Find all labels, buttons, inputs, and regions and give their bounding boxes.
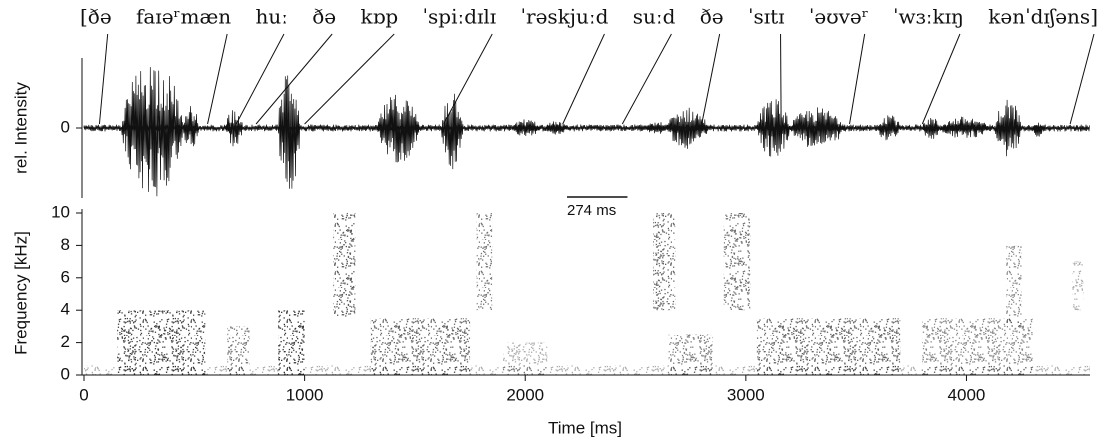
spectral-energy: [922, 318, 1033, 375]
waveform-segment: [939, 116, 989, 138]
spectral-energy: [503, 342, 548, 375]
waveform-segment: [921, 117, 941, 139]
waveform-segment: [277, 75, 301, 189]
waveform-segment: [646, 122, 667, 134]
x-tick-label: 1000: [286, 385, 324, 404]
y-tick-label: 0: [61, 117, 70, 136]
spectral-energy: [278, 310, 305, 375]
x-tick-label: 4000: [948, 385, 986, 404]
transcription-word: kɒp: [360, 5, 398, 29]
waveform-segment: [441, 93, 464, 170]
transcription-word: faɪəʳmæn: [136, 5, 231, 29]
waveform-segment: [121, 67, 184, 197]
spectral-energy: [84, 365, 1090, 375]
transcription-word: kənˈdɪʃəns]: [988, 5, 1098, 29]
spectral-energy: [1072, 261, 1084, 311]
transcription-pointer: [701, 33, 721, 125]
waveform-segment: [756, 99, 791, 157]
transcription-pointer: [98, 33, 109, 125]
x-tick-label: 3000: [727, 385, 765, 404]
x-tick-label: 2000: [506, 385, 544, 404]
transcription-pointer: [235, 33, 285, 125]
waveform-segment: [994, 99, 1022, 157]
transcription-word: ˈəʊvəʳ: [809, 5, 869, 29]
x-tick-label: 0: [79, 385, 88, 404]
waveform-segment: [182, 106, 199, 147]
waveform-segment: [666, 107, 709, 149]
spectral-energy: [333, 213, 356, 319]
transcription-word: ˈspiːdɪlɪ: [423, 5, 497, 29]
transcription-word: [ðə: [80, 5, 112, 29]
spectral-energy: [653, 213, 676, 311]
transcription-pointer: [780, 33, 782, 125]
waveform-segment: [877, 115, 901, 141]
waveform-segment: [83, 124, 1090, 132]
transcription-word: huː: [255, 5, 287, 29]
spectral-energy: [723, 213, 751, 311]
transcription: [ðə faɪəʳmæn huː ðə kɒp ˈspiːdɪlɪ ˈrəskjuːd suː…: [80, 5, 1098, 29]
transcription-word: ðə: [312, 5, 336, 29]
transcription-pointer: [621, 33, 672, 125]
transcription-pointer: [207, 33, 228, 125]
transcription-pointer: [562, 33, 605, 125]
transcription-word: suːd: [633, 5, 676, 29]
scale-bar-label: 274 ms: [567, 202, 616, 219]
y-tick-label: 6: [61, 267, 70, 286]
y-tick-label: 8: [61, 235, 70, 254]
waveform-segment: [789, 107, 845, 147]
transcription-pointer: [255, 33, 333, 125]
waveform-segment: [224, 110, 243, 147]
y-axis-label: Frequency [kHz]: [11, 231, 30, 355]
spectral-energy: [370, 318, 471, 375]
transcription-word: ðə: [700, 5, 724, 29]
waveform-segment: [511, 119, 541, 137]
waveform-segment: [1032, 122, 1044, 137]
transcription-pointer: [443, 33, 493, 125]
spectral-energy: [756, 318, 901, 375]
y-tick-label: 0: [61, 364, 70, 383]
x-axis-label: Time [ms]: [548, 418, 622, 437]
transcription-word: ˈrəskjuːd: [521, 5, 609, 29]
y-tick-label: 4: [61, 300, 70, 319]
transcription-pointer: [1069, 33, 1095, 125]
transcription-pointer: [304, 33, 395, 125]
y-axis-label: rel. Intensity: [11, 82, 30, 174]
transcription-pointer: [849, 33, 866, 125]
spectral-energy: [1006, 245, 1022, 327]
spectral-energy: [476, 213, 493, 311]
y-tick-label: 10: [51, 202, 70, 221]
y-tick-label: 2: [61, 332, 70, 351]
spectral-energy: [668, 334, 713, 375]
spectral-energy: [227, 326, 250, 375]
transcription-word: ˈwɜːkɪŋ: [893, 5, 964, 29]
transcription-word: ˈsɪtɪ: [748, 5, 785, 29]
transcription-pointer: [921, 33, 961, 125]
spectral-energy: [117, 310, 206, 375]
waveform-segment: [377, 94, 420, 163]
